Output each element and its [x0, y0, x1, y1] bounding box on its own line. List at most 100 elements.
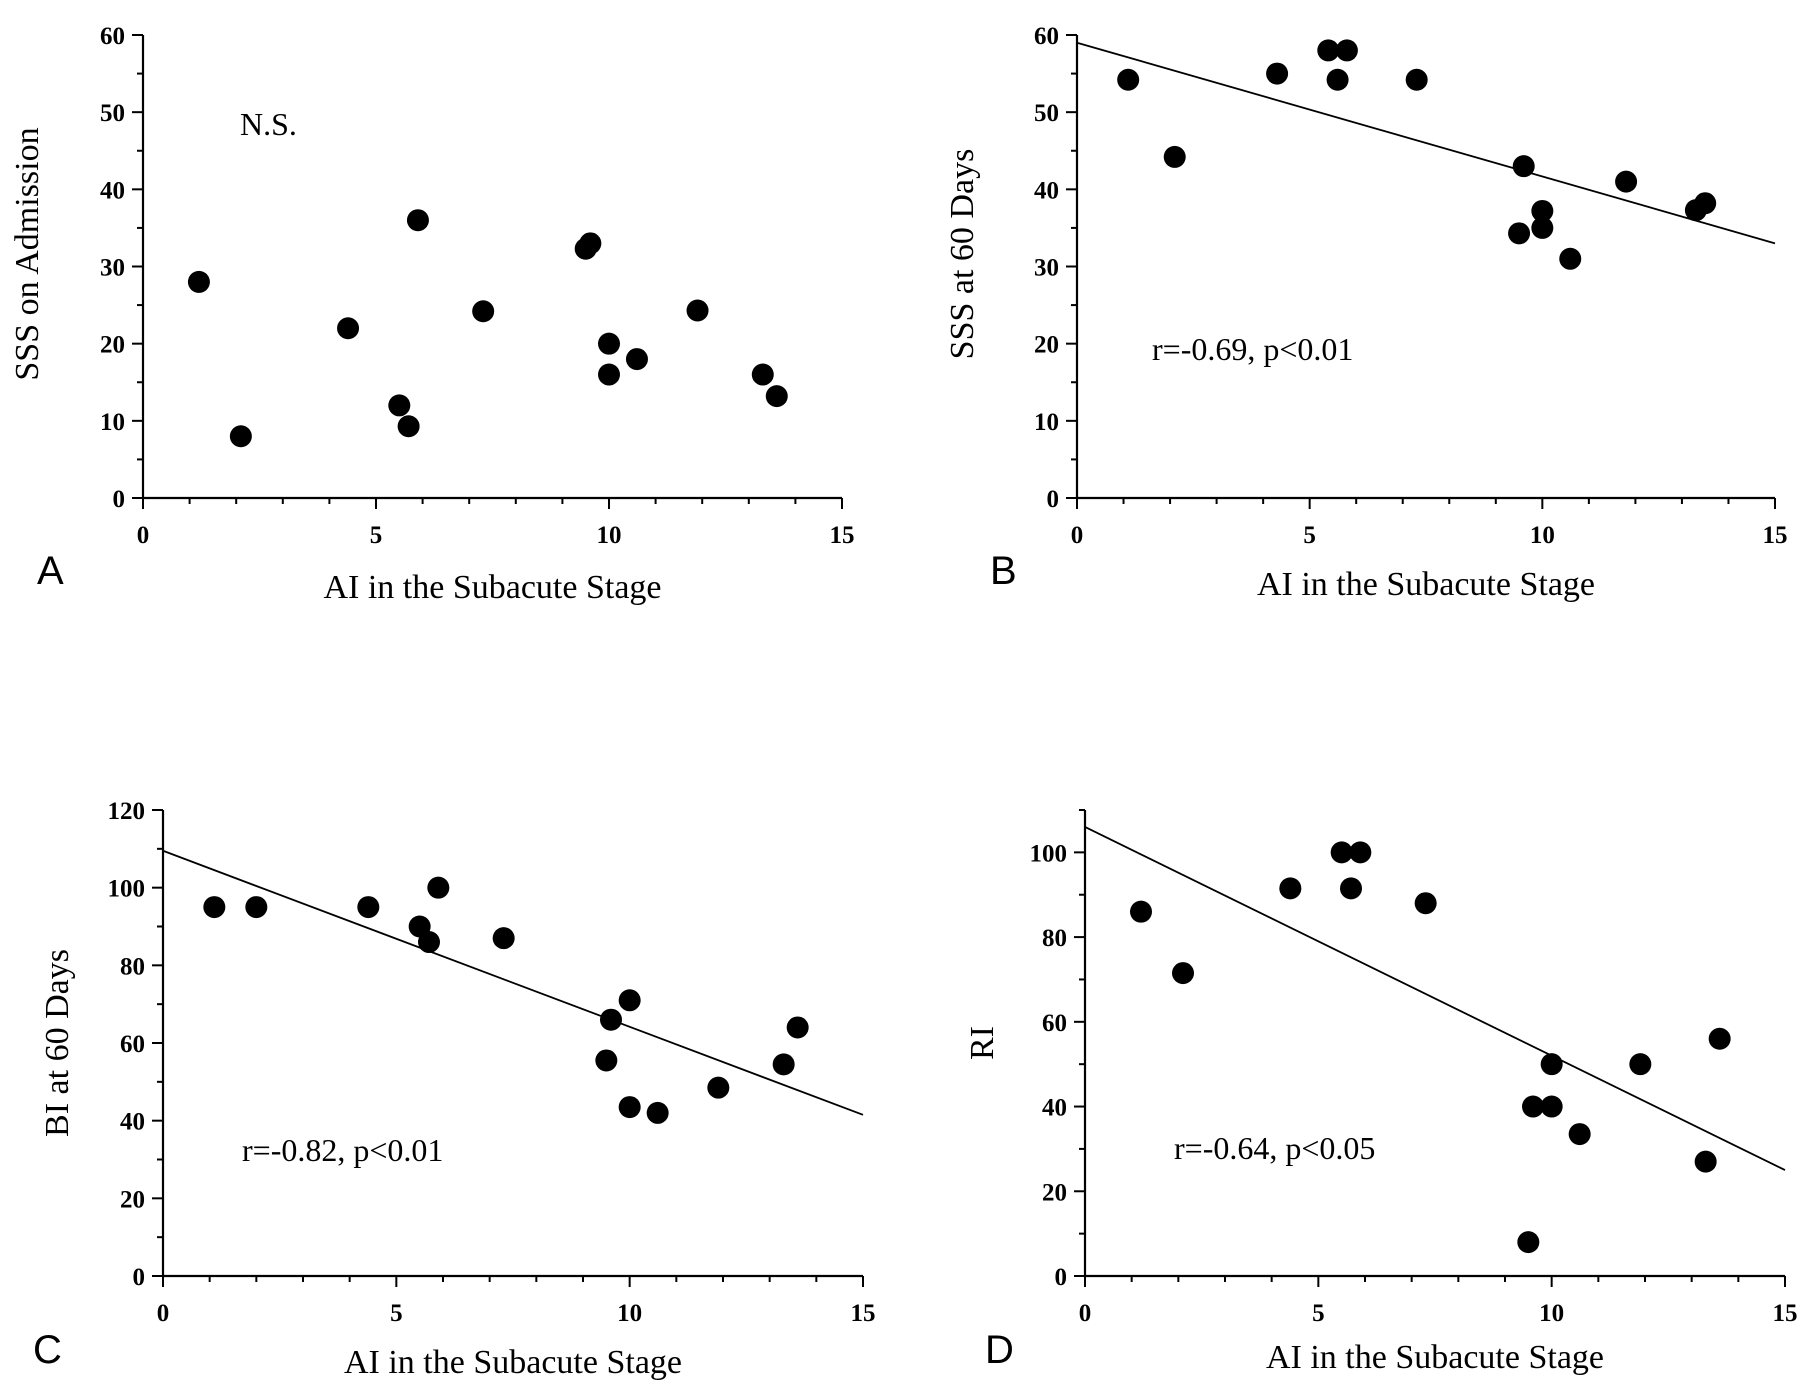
x-tick-label: 0 — [1071, 522, 1084, 549]
data-point — [1629, 1053, 1652, 1076]
y-tick-label: 100 — [1030, 840, 1068, 867]
y-tick-label: 40 — [100, 177, 125, 204]
y-axis-title: BI at 60 Days — [39, 949, 76, 1137]
data-point — [203, 896, 226, 919]
data-point — [1522, 1095, 1544, 1118]
data-point — [765, 385, 788, 408]
data-point — [1279, 877, 1302, 900]
data-point — [1540, 1095, 1563, 1118]
data-point — [1531, 199, 1554, 222]
data-point — [1130, 900, 1152, 923]
data-point — [1172, 962, 1194, 985]
regression-line — [1084, 826, 1786, 1171]
data-point — [786, 1016, 809, 1039]
data-point — [598, 363, 620, 386]
data-point — [1405, 68, 1428, 91]
data-point — [618, 1096, 641, 1119]
y-axis-title: SSS on Admission — [9, 127, 46, 380]
y-tick-label: 0 — [133, 1264, 146, 1291]
data-point — [388, 394, 411, 417]
data-point — [406, 209, 429, 232]
y-tick-label: 50 — [100, 100, 125, 127]
data-point — [229, 425, 252, 448]
data-point — [1568, 1123, 1591, 1146]
regression-line — [162, 849, 864, 1116]
y-tick-label: 50 — [1034, 100, 1059, 127]
x-tick-label: 10 — [597, 522, 622, 549]
data-point — [1508, 222, 1531, 245]
x-tick-label: 10 — [1530, 522, 1555, 549]
data-point — [1414, 892, 1437, 915]
y-tick-label: 60 — [1042, 1010, 1067, 1037]
data-point — [1317, 39, 1340, 62]
x-axis-title: AI in the Subacute Stage — [1266, 1339, 1604, 1376]
y-tick-label: 20 — [1042, 1179, 1067, 1206]
panel-a: 0 5 10 15 0 10 20 30 40 50 60 AI in the Subacute St… — [9, 23, 855, 606]
y-tick-label: 10 — [1034, 409, 1059, 436]
x-tick-label: 5 — [1312, 1300, 1325, 1327]
data-point — [397, 415, 420, 438]
data-point — [625, 348, 648, 371]
data-point — [492, 927, 515, 950]
y-tick-label: 0 — [1055, 1264, 1068, 1291]
data-point — [1340, 877, 1362, 900]
data-point — [1540, 1053, 1563, 1076]
x-tick-label: 15 — [1773, 1300, 1798, 1327]
y-tick-label: 80 — [120, 953, 145, 980]
y-tick-label: 60 — [120, 1031, 145, 1058]
x-tick-label: 5 — [370, 522, 383, 549]
x-tick-label: 5 — [390, 1300, 403, 1327]
x-axis-title: AI in the Subacute Stage — [344, 1344, 682, 1381]
data-point — [646, 1101, 669, 1124]
data-point — [579, 232, 602, 255]
x-tick-label: 0 — [137, 522, 150, 549]
y-tick-label: 40 — [120, 1109, 145, 1136]
data-point — [707, 1076, 730, 1099]
y-tick-label: 120 — [108, 798, 146, 825]
y-axis-title: SSS at 60 Days — [944, 149, 981, 360]
data-point — [418, 931, 440, 954]
data-point — [1512, 155, 1535, 178]
panel-d: 0 5 10 15 0 20 40 60 80 100 AI in the Subacute Sta… — [964, 809, 1798, 1376]
panel-letter: C — [33, 1328, 62, 1372]
data-point — [1326, 68, 1349, 91]
data-point — [1349, 841, 1372, 864]
data-point — [1117, 68, 1140, 91]
data-point — [1330, 841, 1353, 864]
data-point — [1163, 145, 1186, 168]
panel-letter: D — [985, 1328, 1014, 1372]
data-point — [1531, 216, 1554, 239]
regression-line — [1076, 41, 1776, 245]
data-point — [618, 989, 641, 1012]
y-tick-label: 80 — [1042, 925, 1067, 952]
y-tick-label: 0 — [113, 486, 126, 513]
y-axis-title: RI — [964, 1026, 1001, 1060]
data-point — [772, 1053, 795, 1076]
panel-c: 0 5 10 15 0 20 40 60 80 100 120 AI in the Subacute … — [33, 798, 876, 1381]
x-tick-label: 0 — [157, 1300, 170, 1327]
x-axis-title: AI in the Subacute Stage — [323, 569, 661, 606]
x-tick-label: 15 — [830, 522, 855, 549]
y-tick-label: 40 — [1042, 1095, 1067, 1122]
stat-annotation: r=-0.82, p<0.01 — [242, 1132, 443, 1168]
data-point — [751, 363, 774, 386]
data-point — [686, 299, 709, 322]
data-point — [472, 300, 495, 323]
panel-b: 0 5 10 15 0 10 20 30 40 50 60 AI in the Subacute St… — [944, 23, 1788, 603]
data-point — [1615, 170, 1638, 193]
x-axis-title: AI in the Subacute Stage — [1257, 566, 1595, 603]
x-tick-label: 0 — [1079, 1300, 1092, 1327]
stat-annotation: r=-0.69, p<0.01 — [1152, 331, 1353, 367]
x-tick-label: 10 — [617, 1300, 642, 1327]
data-point — [1694, 1150, 1717, 1173]
panel-letter: A — [37, 549, 64, 593]
data-point — [1694, 192, 1717, 215]
x-tick-label: 15 — [1763, 522, 1788, 549]
y-tick-label: 0 — [1047, 486, 1060, 513]
y-tick-label: 30 — [1034, 255, 1059, 282]
data-point — [1335, 39, 1358, 62]
y-tick-label: 100 — [108, 876, 146, 903]
data-point — [1559, 247, 1582, 270]
x-tick-label: 10 — [1539, 1300, 1564, 1327]
data-point — [427, 876, 450, 899]
